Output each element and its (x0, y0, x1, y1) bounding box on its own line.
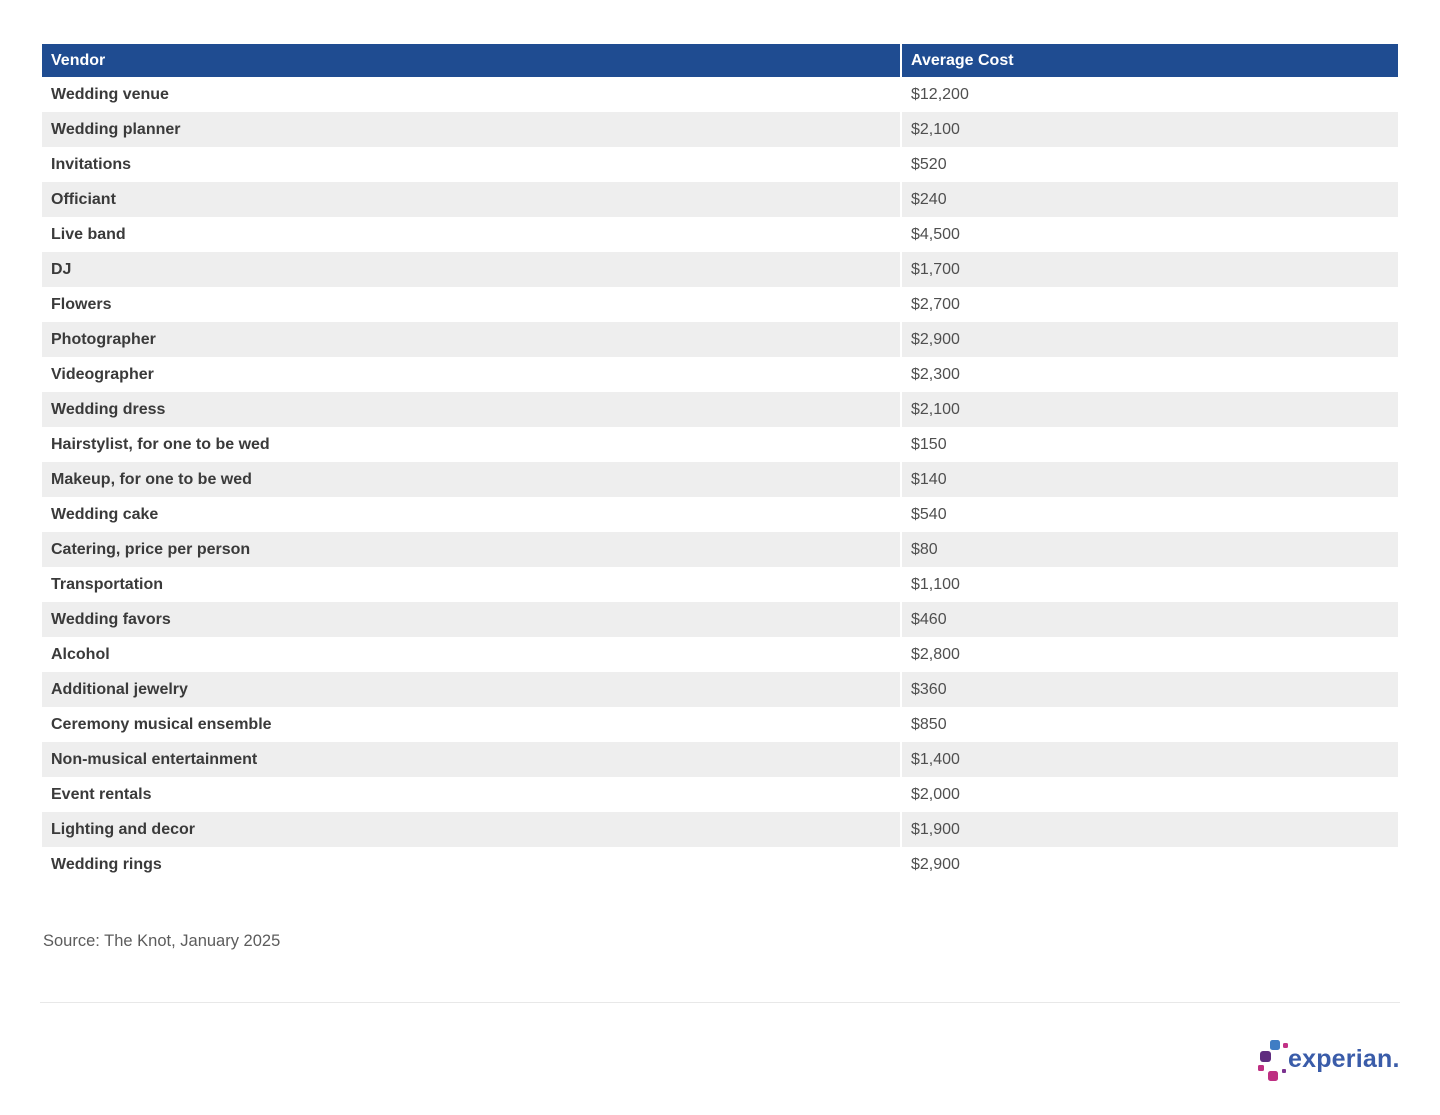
column-header-vendor: Vendor (42, 44, 900, 77)
vendor-cell: Catering, price per person (42, 532, 900, 567)
table-row: Catering, price per person $80 (42, 532, 1398, 567)
average-cost-cell: $240 (900, 182, 1398, 217)
table-row: Videographer $2,300 (42, 357, 1398, 392)
table-row: Makeup, for one to be wed $140 (42, 462, 1398, 497)
table-row: Officiant $240 (42, 182, 1398, 217)
wedding-cost-table: Vendor Average Cost Wedding venue $12,200… (42, 44, 1398, 882)
table-row: Photographer $2,900 (42, 322, 1398, 357)
experian-logo-violet-dot-icon (1282, 1069, 1286, 1073)
vendor-cell: Hairstylist, for one to be wed (42, 427, 900, 462)
average-cost-cell: $150 (900, 427, 1398, 462)
vendor-cell: Transportation (42, 567, 900, 602)
table-row: Non-musical entertainment $1,400 (42, 742, 1398, 777)
vendor-cell: Officiant (42, 182, 900, 217)
average-cost-cell: $2,900 (900, 322, 1398, 357)
experian-logo-blue-square-icon (1270, 1040, 1280, 1050)
vendor-cell: Wedding dress (42, 392, 900, 427)
table-row: Wedding rings $2,900 (42, 847, 1398, 882)
table-row: Hairstylist, for one to be wed $150 (42, 427, 1398, 462)
vendor-cell: Ceremony musical ensemble (42, 707, 900, 742)
vendor-cell: Additional jewelry (42, 672, 900, 707)
experian-wordmark-text: experian (1288, 1045, 1393, 1073)
vendor-cell: Wedding favors (42, 602, 900, 637)
vendor-cell: Live band (42, 217, 900, 252)
average-cost-cell: $12,200 (900, 77, 1398, 112)
vendor-cell: Videographer (42, 357, 900, 392)
vendor-cell: Lighting and decor (42, 812, 900, 847)
average-cost-cell: $2,100 (900, 112, 1398, 147)
vendor-cell: Wedding venue (42, 77, 900, 112)
table-header-row: Vendor Average Cost (42, 44, 1398, 77)
table-row: Wedding dress $2,100 (42, 392, 1398, 427)
vendor-cell: Wedding planner (42, 112, 900, 147)
table-row: Alcohol $2,800 (42, 637, 1398, 672)
vendor-cell: DJ (42, 252, 900, 287)
average-cost-cell: $2,800 (900, 637, 1398, 672)
experian-logo-magenta-square-icon (1268, 1071, 1278, 1081)
table-row: Event rentals $2,000 (42, 777, 1398, 812)
table-row: Wedding planner $2,100 (42, 112, 1398, 147)
experian-logo-small-magenta-dot-icon (1258, 1065, 1264, 1071)
vendor-cell: Wedding rings (42, 847, 900, 882)
column-header-average-cost: Average Cost (900, 44, 1398, 77)
table-row: Live band $4,500 (42, 217, 1398, 252)
average-cost-cell: $520 (900, 147, 1398, 182)
average-cost-cell: $460 (900, 602, 1398, 637)
experian-wordmark: experian. (1288, 1044, 1400, 1074)
experian-wordmark-period: . (1392, 1045, 1400, 1073)
table-row: Wedding favors $460 (42, 602, 1398, 637)
average-cost-cell: $1,700 (900, 252, 1398, 287)
average-cost-cell: $540 (900, 497, 1398, 532)
average-cost-cell: $360 (900, 672, 1398, 707)
experian-logo-purple-square-icon (1260, 1051, 1271, 1062)
table-row: Wedding venue $12,200 (42, 77, 1398, 112)
vendor-cell: Event rentals (42, 777, 900, 812)
vendor-cell: Photographer (42, 322, 900, 357)
average-cost-cell: $1,100 (900, 567, 1398, 602)
source-note: Source: The Knot, January 2025 (43, 932, 281, 950)
average-cost-cell: $1,400 (900, 742, 1398, 777)
experian-logo-pink-dot-icon (1283, 1043, 1288, 1048)
average-cost-cell: $2,100 (900, 392, 1398, 427)
vendor-cell: Non-musical entertainment (42, 742, 900, 777)
average-cost-cell: $140 (900, 462, 1398, 497)
vendor-cell: Flowers (42, 287, 900, 322)
vendor-cell: Invitations (42, 147, 900, 182)
average-cost-cell: $2,000 (900, 777, 1398, 812)
average-cost-cell: $4,500 (900, 217, 1398, 252)
table-row: Lighting and decor $1,900 (42, 812, 1398, 847)
average-cost-cell: $2,900 (900, 847, 1398, 882)
vendor-cell: Makeup, for one to be wed (42, 462, 900, 497)
average-cost-cell: $2,300 (900, 357, 1398, 392)
table-row: DJ $1,700 (42, 252, 1398, 287)
experian-logo: experian. (1258, 1038, 1403, 1098)
table-row: Ceremony musical ensemble $850 (42, 707, 1398, 742)
table-row: Flowers $2,700 (42, 287, 1398, 322)
vendor-cell: Alcohol (42, 637, 900, 672)
table-row: Invitations $520 (42, 147, 1398, 182)
average-cost-cell: $2,700 (900, 287, 1398, 322)
average-cost-cell: $850 (900, 707, 1398, 742)
table-row: Transportation $1,100 (42, 567, 1398, 602)
footer-divider (40, 1002, 1400, 1003)
table-body: Wedding venue $12,200 Wedding planner $2,10… (42, 77, 1398, 882)
table-row: Wedding cake $540 (42, 497, 1398, 532)
average-cost-cell: $80 (900, 532, 1398, 567)
average-cost-cell: $1,900 (900, 812, 1398, 847)
table-row: Additional jewelry $360 (42, 672, 1398, 707)
vendor-cell: Wedding cake (42, 497, 900, 532)
